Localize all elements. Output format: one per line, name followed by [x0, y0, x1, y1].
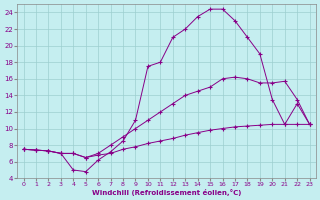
X-axis label: Windchill (Refroidissement éolien,°C): Windchill (Refroidissement éolien,°C) — [92, 189, 241, 196]
